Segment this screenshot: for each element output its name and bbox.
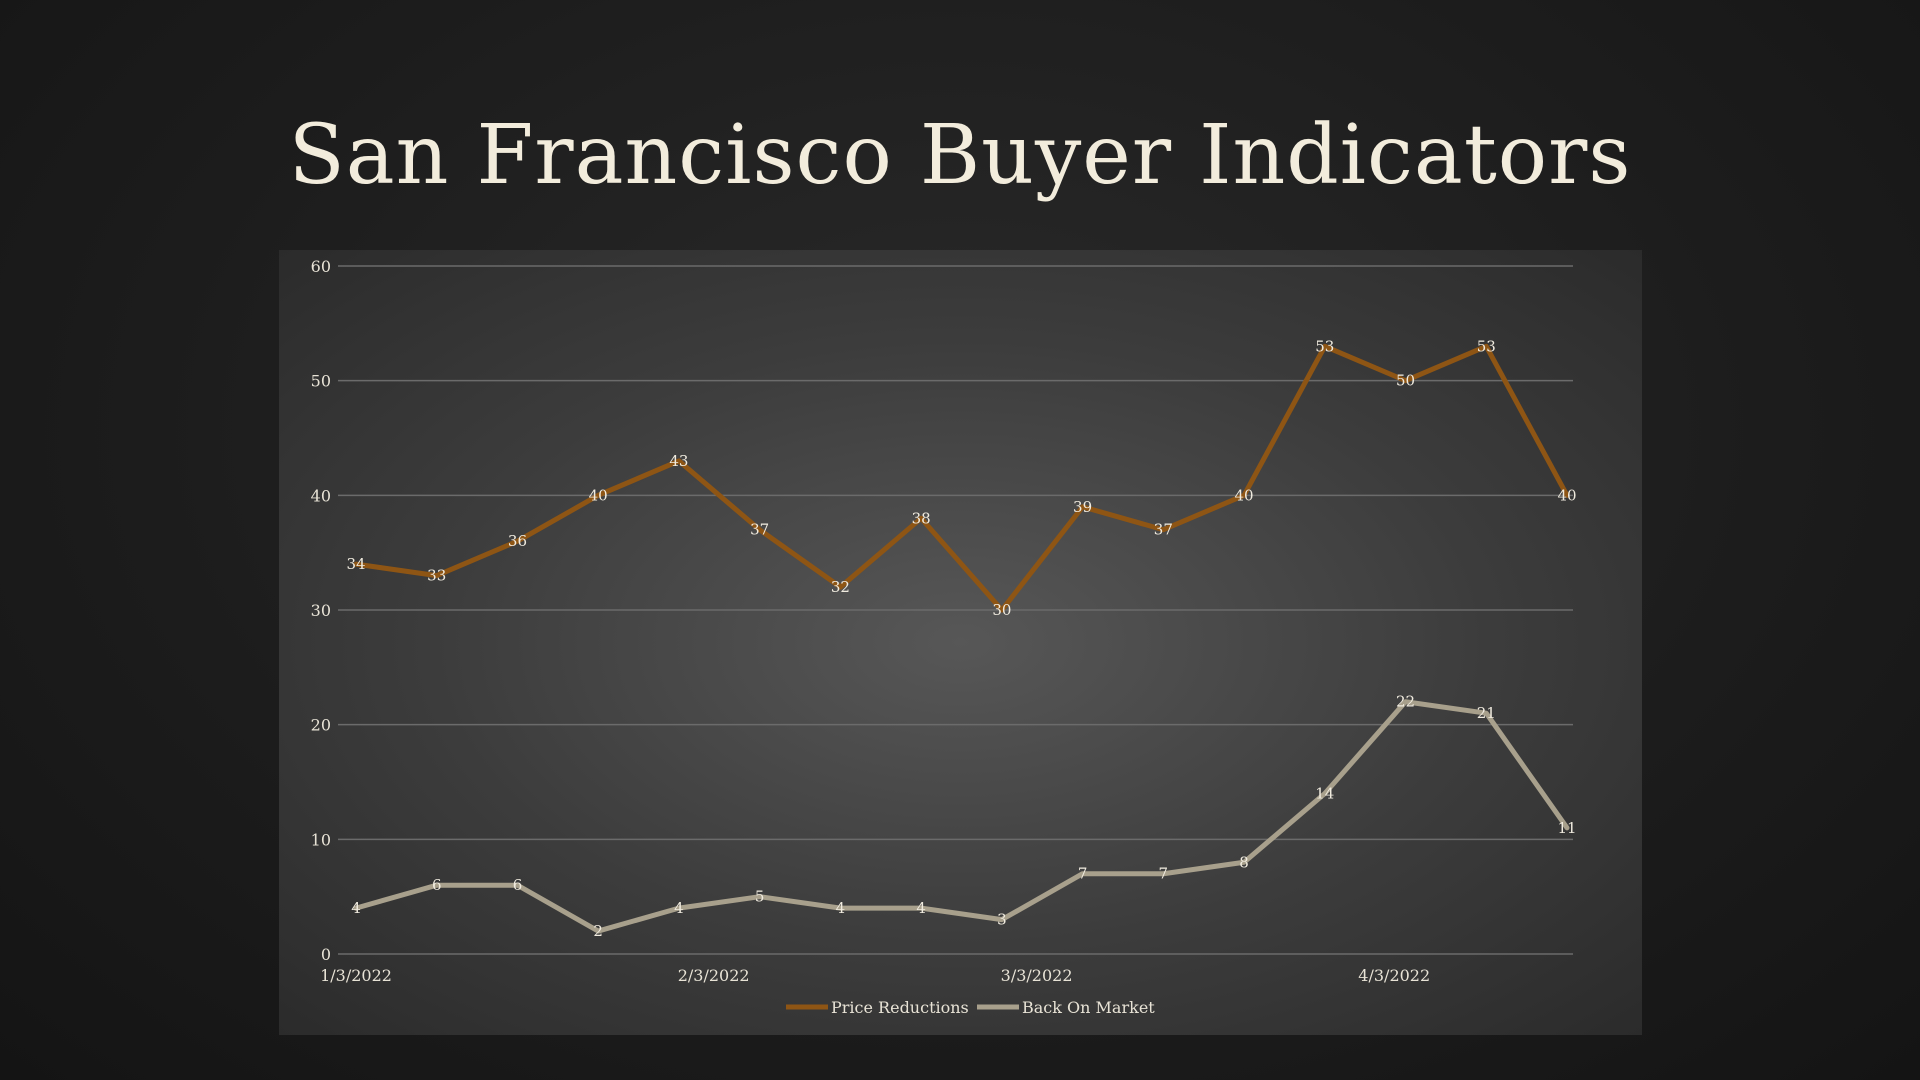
data-label: 8	[1239, 853, 1249, 871]
legend-label: Price Reductions	[831, 998, 969, 1017]
legend-label: Back On Market	[1022, 998, 1155, 1017]
y-tick-label: 20	[311, 716, 331, 735]
data-label: 34	[346, 555, 365, 573]
x-tick-label: 1/3/2022	[320, 966, 392, 985]
x-tick-label: 2/3/2022	[678, 966, 750, 985]
series-line-back-on-market	[353, 699, 1570, 934]
data-label: 7	[1078, 865, 1088, 883]
slide-title: San Francisco Buyer Indicators	[288, 108, 1632, 203]
data-label: 4	[916, 899, 926, 917]
data-label: 38	[912, 509, 931, 527]
data-label: 40	[1235, 486, 1254, 504]
legend: Price Reductions Back On Market	[786, 998, 1155, 1017]
data-label: 6	[432, 876, 442, 894]
data-label: 33	[427, 567, 446, 585]
data-label: 4	[674, 899, 684, 917]
data-label: 53	[1315, 337, 1334, 355]
data-label: 6	[513, 876, 523, 894]
data-label: 11	[1557, 819, 1576, 837]
data-label: 4	[836, 899, 846, 917]
data-label: 40	[1557, 486, 1576, 504]
x-tick-label: 4/3/2022	[1358, 966, 1430, 985]
data-label: 14	[1315, 784, 1334, 802]
data-label: 2	[593, 922, 603, 940]
data-label: 53	[1477, 337, 1496, 355]
y-tick-label: 0	[321, 945, 331, 964]
y-tick-label: 10	[311, 830, 331, 849]
data-label: 40	[589, 486, 608, 504]
x-tick-label: 3/3/2022	[1001, 966, 1073, 985]
data-label: 4	[351, 899, 361, 917]
y-tick-label: 50	[311, 372, 331, 391]
data-label: 21	[1477, 704, 1496, 722]
y-axis-ticks: 0 10 20 30 40 50 60	[311, 257, 331, 964]
y-tick-label: 30	[311, 601, 331, 620]
line-chart: 0 10 20 30 40 50 60 1/3/2022 2/3/2022 3/3/2022 4/…	[311, 257, 1577, 1017]
data-label: 43	[669, 452, 688, 470]
data-label: 22	[1396, 693, 1415, 711]
x-axis-ticks: 1/3/2022 2/3/2022 3/3/2022 4/3/2022	[320, 966, 1430, 985]
chart-panel: 0 10 20 30 40 50 60 1/3/2022 2/3/2022 3/3/2022 4/…	[279, 250, 1642, 1035]
data-label: 37	[750, 521, 769, 539]
grid-lines	[338, 265, 1573, 955]
y-tick-label: 60	[311, 257, 331, 276]
data-label: 36	[508, 532, 527, 550]
data-label: 32	[831, 578, 850, 596]
data-label: 3	[997, 911, 1007, 929]
data-label: 7	[1159, 865, 1169, 883]
data-label: 5	[755, 888, 765, 906]
data-label: 50	[1396, 372, 1415, 390]
data-label: 39	[1073, 498, 1092, 516]
series-line-price-reductions	[353, 343, 1570, 613]
y-tick-label: 40	[311, 486, 331, 505]
data-label: 30	[992, 601, 1011, 619]
series-lines	[353, 343, 1570, 934]
data-label: 37	[1154, 521, 1173, 539]
